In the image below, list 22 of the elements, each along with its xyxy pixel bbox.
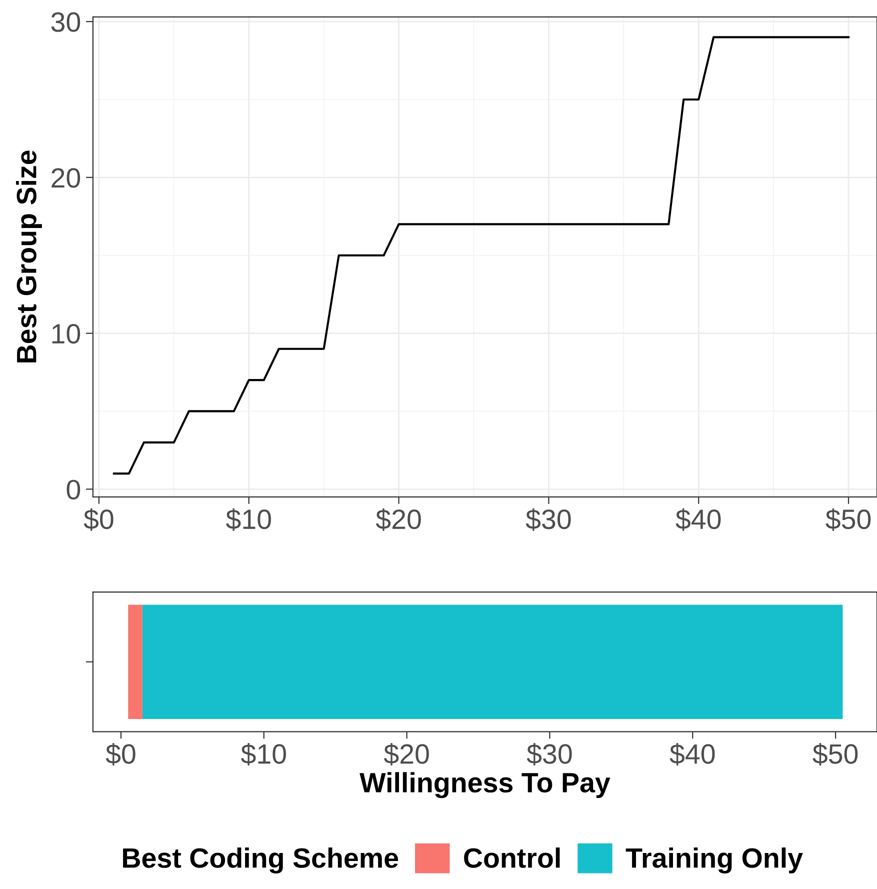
x-tick-label: $0 (106, 743, 136, 766)
x-tick-label: $20 (384, 743, 429, 766)
legend-title: Best Coding Scheme (123, 848, 398, 874)
line-series (112, 36, 850, 475)
x-tick-label: $20 (376, 508, 421, 531)
x-tick-label: $10 (241, 743, 286, 766)
x-tick-label: $50 (812, 743, 858, 766)
x-tick-label: $40 (676, 508, 721, 531)
y-tick-label: 30 (51, 12, 80, 32)
x-tick-label: $0 (84, 508, 114, 531)
legend-label: Training Only (626, 848, 803, 874)
y-tick-label: 10 (52, 324, 80, 344)
y-axis-title: Best Group Size (16, 150, 42, 362)
x-tick-label: $50 (826, 508, 871, 531)
y-tick-label: 0 (66, 480, 80, 500)
x-axis-title: Willingness To Pay (360, 772, 610, 798)
x-tick-label: $30 (526, 743, 572, 766)
x-tick-label: $30 (526, 508, 571, 531)
y-tick-label: 20 (52, 168, 80, 188)
x-tick-label: $40 (670, 743, 715, 766)
legend-label: Control (464, 848, 560, 868)
x-tick-label: $10 (226, 508, 271, 531)
